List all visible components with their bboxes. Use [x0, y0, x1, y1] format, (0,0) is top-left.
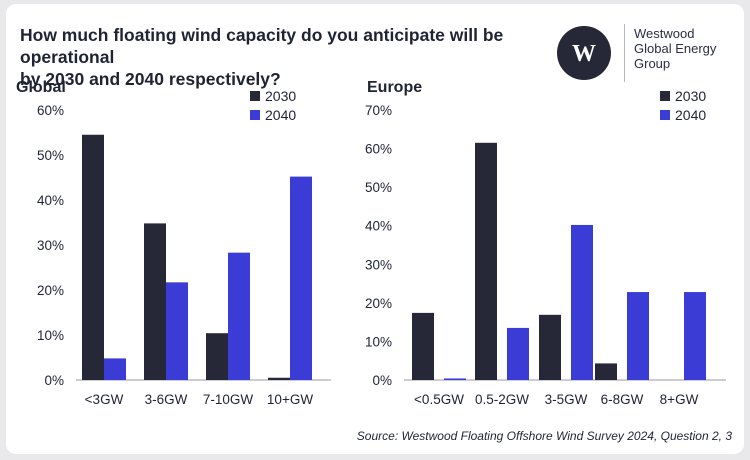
- europe-y-tick-label: 20%: [365, 296, 392, 311]
- global-y-tick-label: 50%: [37, 148, 64, 163]
- global-bar-2040-2: [228, 252, 250, 380]
- logo-wordmark: Westwood Global Energy Group: [634, 26, 744, 71]
- source-note: Source: Westwood Floating Offshore Wind …: [356, 429, 732, 443]
- europe-y-tick-label: 10%: [365, 334, 392, 349]
- europe-legend-swatch-2030: [660, 91, 670, 101]
- europe-y-tick-label: 50%: [365, 180, 392, 195]
- europe-y-tick-label: 0%: [372, 373, 392, 388]
- europe-chart-title: Europe: [367, 79, 422, 96]
- europe-bar-2030-3: [595, 363, 617, 380]
- europe-x-tick-label: 3-5GW: [545, 392, 588, 407]
- logo-divider: [624, 24, 625, 82]
- europe-bar-2030-2: [539, 314, 561, 380]
- europe-x-tick-label: 0.5-2GW: [475, 392, 529, 407]
- europe-bar-2040-4: [684, 292, 706, 380]
- global-y-tick-label: 10%: [37, 328, 64, 343]
- europe-bar-2040-1: [507, 327, 529, 380]
- global-y-tick-label: 0%: [44, 373, 64, 388]
- logo-line-1: Westwood: [634, 26, 695, 41]
- europe-bar-2030-1: [475, 142, 497, 380]
- chart-title: How much floating wind capacity do you a…: [20, 24, 560, 90]
- bar-charts: Global 0% 10% 20% 30% 40% 50% 60% <3GW 3-6GW 7-10G…: [16, 79, 726, 407]
- global-y-tick-label: 60%: [37, 103, 64, 118]
- europe-y-tick-label: 30%: [365, 257, 392, 272]
- logo-mark: W: [572, 41, 596, 67]
- global-legend-swatch-2040: [250, 110, 260, 120]
- global-x-tick-label: 10+GW: [267, 392, 313, 407]
- title-line-1: How much floating wind capacity do you a…: [20, 25, 504, 67]
- europe-y-tick-label: 70%: [365, 103, 392, 118]
- europe-y-tick-label: 40%: [365, 219, 392, 234]
- europe-bar-2040-2: [571, 224, 593, 380]
- logo-line-2: Global Energy: [634, 41, 717, 56]
- global-chart-title: Global: [16, 79, 66, 96]
- title-line-2: by 2030 and 2040 respectively?: [20, 69, 281, 89]
- europe-legend-swatch-2040: [660, 110, 670, 120]
- europe-x-tick-label: <0.5GW: [414, 392, 464, 407]
- logo-line-3: Group: [634, 56, 671, 71]
- global-bar-2030-1: [144, 223, 166, 380]
- global-legend-label-2040: 2040: [265, 107, 296, 123]
- global-y-tick-label: 20%: [37, 283, 64, 298]
- global-bar-2040-1: [166, 282, 188, 380]
- europe-bar-2030-0: [412, 312, 434, 380]
- global-x-tick-label: <3GW: [85, 392, 124, 407]
- europe-legend-label-2040: 2040: [675, 107, 706, 123]
- westwood-logo-icon: W: [557, 26, 611, 80]
- chart-card: How much floating wind capacity do you a…: [6, 4, 744, 454]
- europe-legend-label-2030: 2030: [675, 88, 706, 104]
- global-legend-label-2030: 2030: [265, 88, 296, 104]
- global-bar-2040-3: [290, 176, 312, 380]
- global-x-tick-label: 3-6GW: [145, 392, 188, 407]
- global-bar-2030-2: [206, 333, 228, 380]
- global-bar-2040-0: [104, 358, 126, 380]
- europe-x-tick-label: 6-8GW: [601, 392, 644, 407]
- global-bar-2030-0: [82, 134, 104, 380]
- europe-bar-2040-0: [444, 378, 466, 380]
- global-bar-2030-3: [268, 377, 290, 380]
- europe-x-tick-label: 8+GW: [660, 392, 699, 407]
- europe-y-tick-label: 60%: [365, 142, 392, 157]
- global-x-tick-label: 7-10GW: [203, 392, 254, 407]
- global-y-tick-label: 30%: [37, 238, 64, 253]
- global-y-tick-label: 40%: [37, 193, 64, 208]
- global-legend-swatch-2030: [250, 91, 260, 101]
- europe-bar-2040-3: [627, 292, 649, 380]
